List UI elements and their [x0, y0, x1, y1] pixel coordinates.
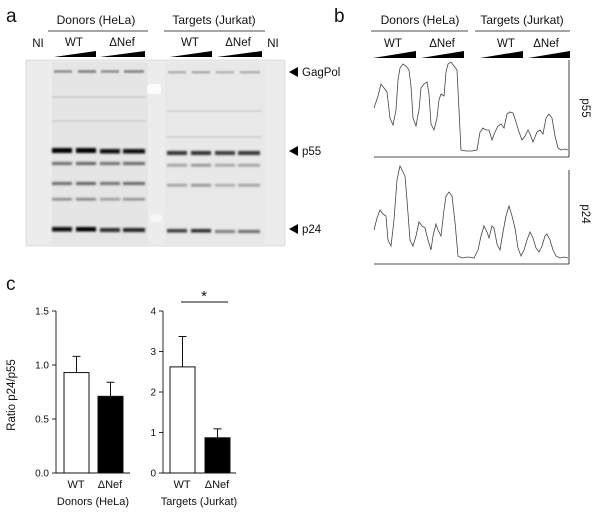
bar-wt	[169, 366, 196, 474]
bar-dnef	[204, 437, 231, 474]
dose-wedge	[528, 51, 570, 58]
lane-label-target-wt: WT	[181, 37, 199, 49]
dose-wedge	[170, 51, 212, 57]
panel-a-label: a	[6, 6, 17, 27]
x-axis-label: Targets (Jurkat)	[161, 496, 237, 508]
panel-b-label: b	[334, 6, 345, 27]
band-p55	[52, 148, 260, 155]
y-tick-label: 1.5	[35, 307, 49, 318]
trace-p24-panel: p24	[373, 164, 591, 265]
group-label-donors: Donors (HeLa)	[381, 13, 460, 27]
arrow-p55-icon	[289, 146, 298, 156]
band-markers: GagPol p55 p24	[289, 67, 340, 236]
dose-wedge	[480, 51, 523, 58]
group-label-targets: Targets (Jurkat)	[172, 13, 255, 27]
marker-label-gagpol: GagPol	[302, 67, 340, 79]
x-tick-label: WT	[67, 479, 84, 491]
blot-artifact	[147, 84, 161, 94]
y-tick-label: 4	[150, 307, 156, 318]
band-gagpol	[54, 70, 260, 74]
significance-star: *	[201, 288, 207, 305]
x-tick-label: ΔNef	[205, 479, 230, 491]
trace-line-p55	[373, 61, 569, 152]
lane-label-donor-wt: WT	[65, 37, 83, 49]
lane-label-target-wt: WT	[497, 38, 515, 50]
x-tick-label: ΔNef	[98, 479, 123, 491]
bar-dnef	[97, 395, 124, 474]
lane-label-donor-dnef: ΔNef	[429, 38, 455, 50]
y-tick-label: 0	[150, 469, 156, 480]
dose-wedge	[100, 51, 145, 57]
band-p24	[52, 227, 260, 233]
x-axis-label: Donors (HeLa)	[57, 496, 129, 508]
arrow-p24-icon	[289, 224, 298, 234]
dose-wedge	[54, 51, 96, 57]
y-tick-label: 0.0	[35, 469, 49, 480]
dose-wedge	[421, 51, 464, 58]
group-label-targets: Targets (Jurkat)	[480, 13, 563, 27]
trace-label-p55: p55	[579, 98, 591, 117]
arrow-gagpol-icon	[289, 67, 298, 77]
panel-c-label: c	[6, 274, 16, 295]
panel-b-header: Donors (HeLa) Targets (Jurkat) WT ΔNef W…	[371, 13, 570, 58]
y-tick-label: 1.0	[35, 361, 49, 372]
lane-label-donor-wt: WT	[384, 38, 402, 50]
y-tick-label: 0.5	[35, 415, 49, 426]
group-label-donors: Donors (HeLa)	[57, 13, 136, 27]
trace-line-p24	[373, 164, 569, 259]
y-tick-label: 3	[150, 347, 156, 358]
chart-donors: 0.0 0.5 1.0 1.5 WT ΔNef Donors (HeLa)	[35, 307, 130, 508]
western-blot	[25, 59, 286, 247]
marker-label-p55: p55	[302, 146, 321, 158]
y-tick-label: 1	[150, 428, 156, 439]
ni-label-left: NI	[32, 38, 44, 50]
trace-label-p24: p24	[579, 204, 591, 224]
dose-wedge	[373, 51, 416, 58]
lane-label-target-dnef: ΔNef	[533, 38, 559, 50]
lane-label-target-dnef: ΔNef	[225, 37, 251, 49]
bar-wt	[63, 372, 90, 474]
x-tick-label: WT	[173, 479, 190, 491]
lane-label-donor-dnef: ΔNef	[109, 37, 135, 49]
dose-wedge	[217, 51, 262, 57]
chart-targets: 0 1 2 3 4 WT ΔNef Targets (Jurkat)	[150, 307, 237, 509]
ni-label-right: NI	[267, 38, 279, 50]
y-axis-label: Ratio p24/p55	[6, 359, 18, 431]
panel-a-header: Donors (HeLa) Targets (Jurkat) NI NI WT …	[32, 13, 279, 57]
y-tick-label: 2	[150, 388, 156, 399]
band-intermediate	[52, 162, 260, 201]
marker-label-p24: p24	[302, 224, 322, 236]
trace-p55-panel: p55	[373, 60, 591, 158]
